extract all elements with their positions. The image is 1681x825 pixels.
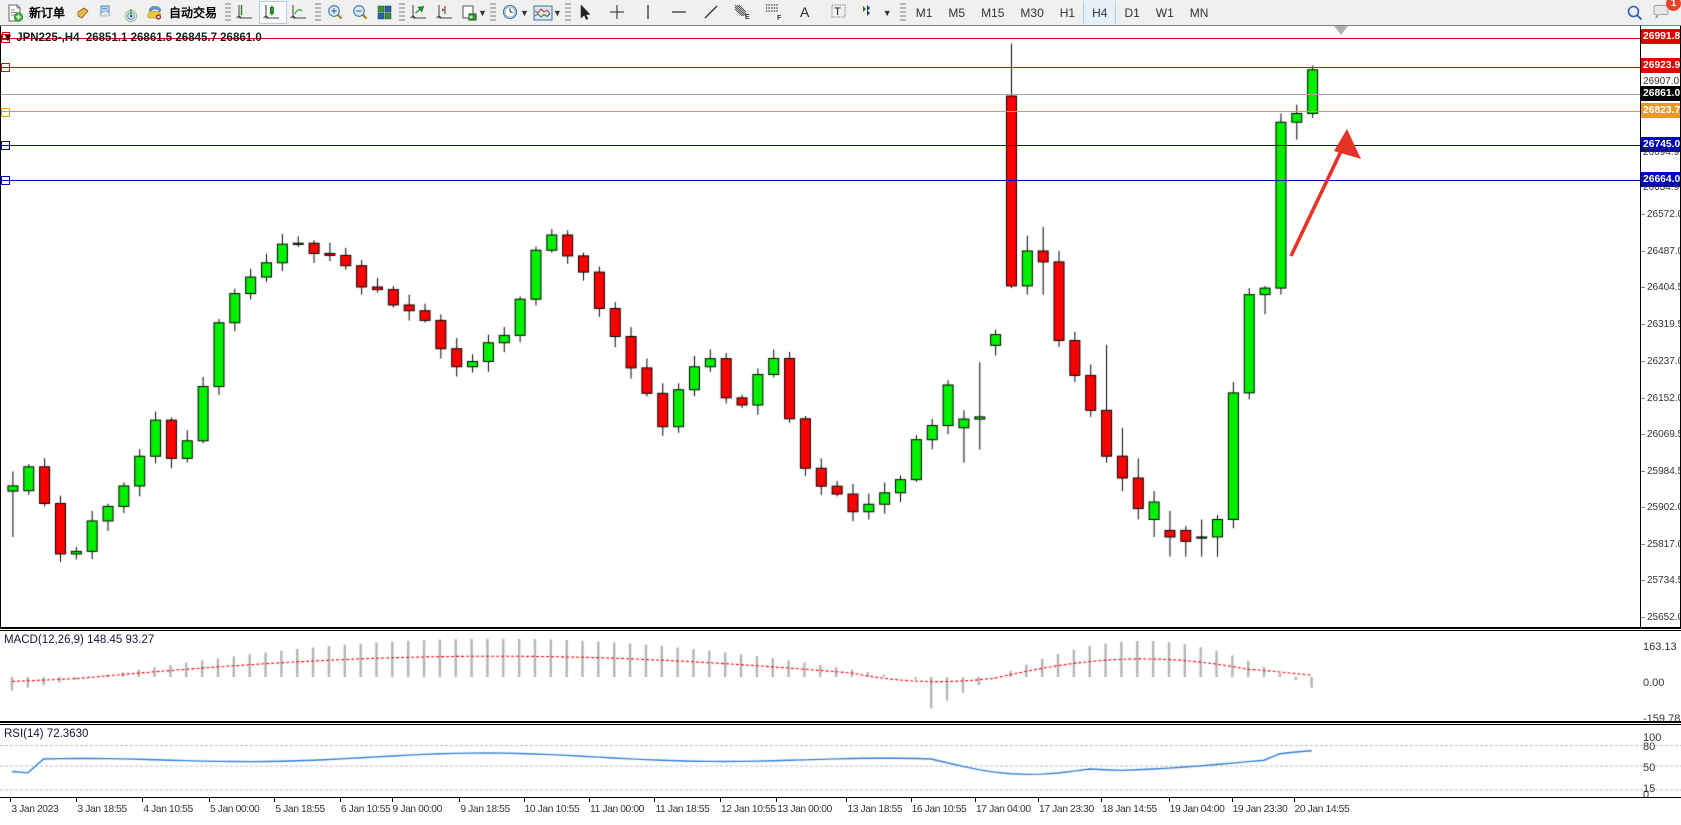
svg-text:T: T <box>834 6 841 18</box>
svg-text:E: E <box>745 14 750 21</box>
svg-text:A: A <box>800 4 810 20</box>
svg-text:F: F <box>777 15 782 21</box>
